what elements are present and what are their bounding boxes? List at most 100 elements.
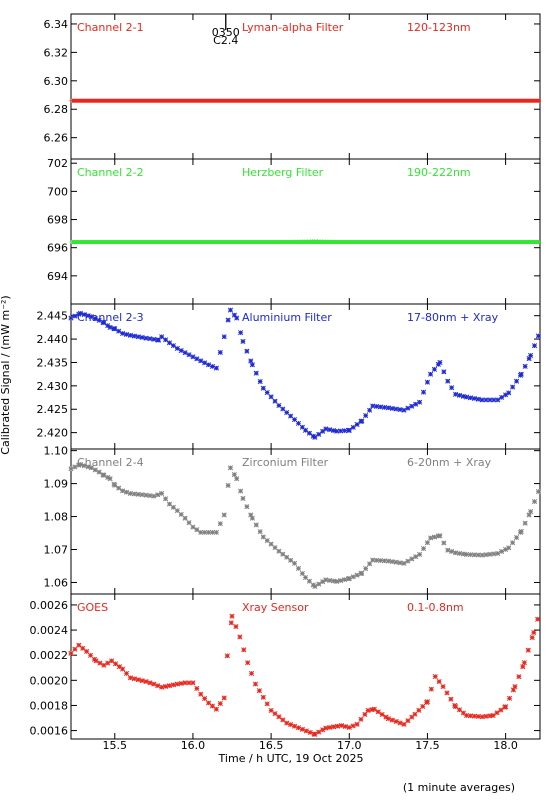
data-point <box>227 307 234 313</box>
x-tick-label: 15.5 <box>103 739 128 752</box>
data-point <box>276 714 282 720</box>
data-point <box>238 488 244 494</box>
data-point <box>76 642 82 648</box>
data-point <box>375 709 381 715</box>
data-point <box>445 378 451 384</box>
data-point <box>253 522 259 528</box>
data-point <box>159 490 165 497</box>
data-point <box>475 552 481 558</box>
data-point <box>257 378 263 385</box>
y-tick-label: 6.32 <box>44 46 69 59</box>
data-point <box>116 664 123 670</box>
data-point <box>77 461 83 468</box>
data-point <box>260 534 266 540</box>
data-point <box>272 545 278 551</box>
data-point <box>393 406 399 412</box>
data-point <box>331 428 337 434</box>
panel-frame <box>70 13 541 160</box>
data-point <box>237 634 243 640</box>
y-tick-label: 6.26 <box>44 132 69 145</box>
data-point <box>135 491 141 497</box>
data-point <box>531 499 538 505</box>
data-point <box>312 731 318 737</box>
data-point <box>127 675 133 681</box>
panel-frame <box>70 303 541 450</box>
data-point <box>445 547 451 553</box>
data-point <box>213 529 219 535</box>
data-point <box>453 704 459 710</box>
data-point <box>131 491 137 497</box>
data-point <box>320 579 326 585</box>
data-point <box>483 713 489 719</box>
data-point <box>72 646 78 652</box>
data-point <box>526 356 532 362</box>
data-point <box>295 725 302 731</box>
panel-filter-label: Xray Sensor <box>242 601 309 614</box>
data-point <box>202 695 208 702</box>
data-point <box>159 334 165 340</box>
data-point <box>413 554 419 560</box>
data-point <box>420 389 427 395</box>
data-point <box>503 392 509 398</box>
data-point <box>338 723 345 729</box>
data-point <box>302 574 309 581</box>
data-point <box>97 660 103 666</box>
data-point <box>170 682 176 688</box>
data-point <box>521 660 527 666</box>
data-point <box>385 716 391 722</box>
data-point <box>96 317 102 323</box>
y-tick-label: 2.430 <box>37 380 69 393</box>
data-point <box>72 313 78 319</box>
data-point <box>224 653 230 659</box>
data-point <box>371 706 377 712</box>
data-point <box>151 336 157 342</box>
data-point <box>420 703 426 709</box>
data-point <box>85 464 91 470</box>
panel-frame <box>70 158 541 305</box>
data-point <box>202 360 208 366</box>
data-point <box>453 550 459 556</box>
data-point <box>503 546 509 553</box>
data-point <box>377 404 384 410</box>
data-point <box>233 624 239 630</box>
data-point <box>320 428 326 434</box>
data-point <box>316 581 322 587</box>
data-point <box>397 560 403 566</box>
data-point <box>512 684 518 690</box>
data-point <box>151 493 157 499</box>
y-tick-label: 0.0016 <box>30 725 69 738</box>
data-point <box>93 658 99 664</box>
data-point <box>342 577 348 583</box>
data-point <box>206 529 212 535</box>
y-tick-label: 0.0020 <box>30 674 69 687</box>
data-point <box>139 678 145 684</box>
data-point <box>206 700 212 706</box>
data-point <box>123 670 130 676</box>
y-tick-label: 6.30 <box>44 75 69 88</box>
data-point <box>257 529 263 535</box>
data-point <box>513 378 520 384</box>
data-point <box>186 680 192 686</box>
data-point <box>120 330 126 337</box>
data-point <box>428 686 434 692</box>
data-point <box>528 509 534 515</box>
data-point <box>231 472 237 478</box>
data-point <box>225 317 231 323</box>
data-point <box>85 313 91 319</box>
data-point <box>143 492 149 498</box>
data-point <box>202 529 208 535</box>
y-tick-label: 696 <box>47 242 68 255</box>
data-point <box>359 418 365 424</box>
data-point <box>268 707 274 714</box>
x-tick-label: 17.5 <box>415 739 440 752</box>
data-point <box>417 551 423 558</box>
y-tick-label: 2.440 <box>37 333 69 346</box>
data-point <box>467 552 473 558</box>
data-point <box>253 370 259 376</box>
data-point <box>107 476 113 482</box>
data-point <box>381 558 388 564</box>
data-point <box>72 464 78 470</box>
panel-frame <box>70 448 541 595</box>
data-point <box>135 334 141 340</box>
y-tick-label: 700 <box>47 185 68 198</box>
